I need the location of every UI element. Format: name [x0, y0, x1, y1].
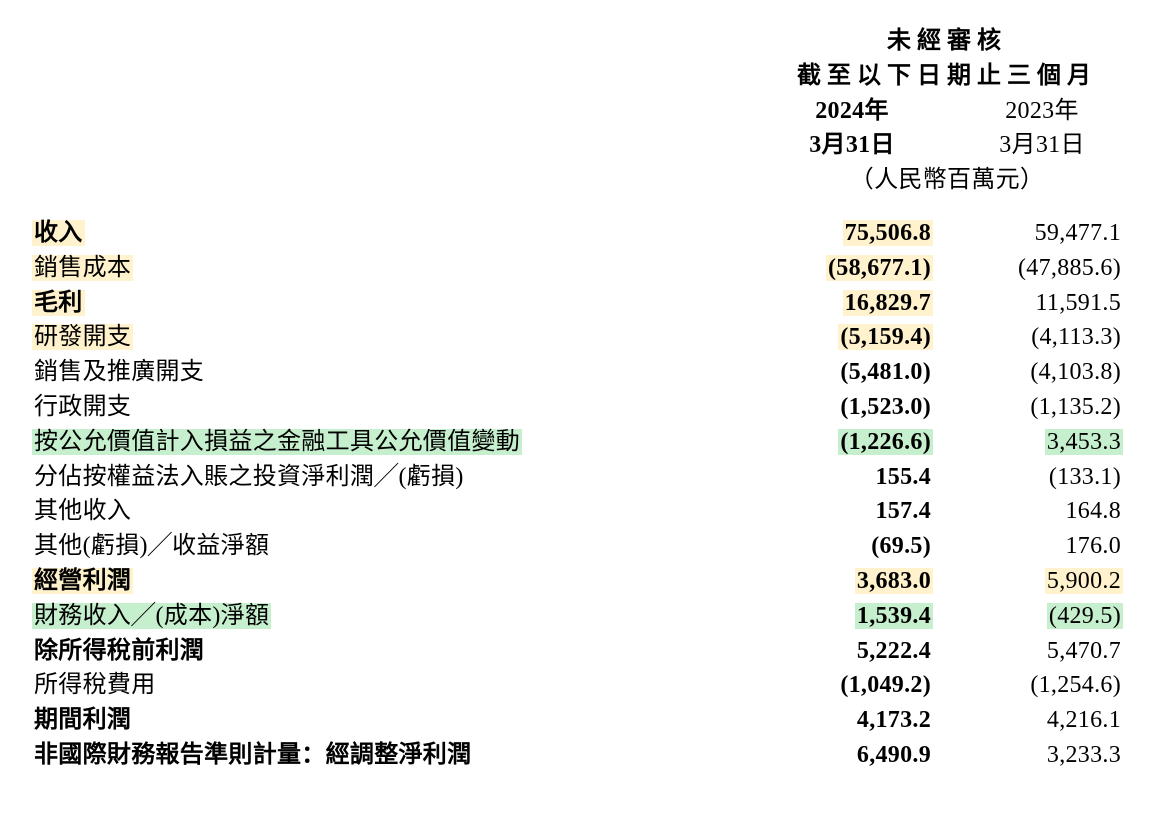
row-label: 期間利潤: [32, 703, 757, 738]
row-value-2024: 5,222.4: [757, 634, 947, 669]
row-value-2024: 16,829.7: [757, 286, 947, 321]
header-date-2024: 3月31日: [757, 128, 947, 163]
row-value-2024: (58,677.1): [757, 251, 947, 286]
header-unaudited: 未經審核: [757, 24, 1137, 59]
table-row: 經營利潤3,683.05,900.2: [32, 564, 1137, 599]
table-row: 銷售及推廣開支(5,481.0)(4,103.8): [32, 355, 1137, 390]
header-unit: （人民幣百萬元）: [757, 163, 1137, 198]
row-value-2024: (5,159.4): [757, 320, 947, 355]
table-row: 收入75,506.859,477.1: [32, 216, 1137, 251]
row-label: 財務收入╱(成本)淨額: [32, 599, 757, 634]
row-label: 非國際財務報告準則計量：經調整淨利潤: [32, 738, 757, 773]
table-row: 財務收入╱(成本)淨額1,539.4(429.5): [32, 599, 1137, 634]
row-value-2024: 75,506.8: [757, 216, 947, 251]
table-row: 研發開支(5,159.4)(4,113.3): [32, 320, 1137, 355]
header-date-2023: 3月31日: [947, 128, 1137, 163]
table-row: 毛利16,829.711,591.5: [32, 286, 1137, 321]
table-row: 非國際財務報告準則計量：經調整淨利潤6,490.93,233.3: [32, 738, 1137, 773]
row-label: 除所得稅前利潤: [32, 634, 757, 669]
row-value-2024: (5,481.0): [757, 355, 947, 390]
row-value-2023: 11,591.5: [947, 286, 1137, 321]
table-row: 按公允價值計入損益之金融工具公允價值變動(1,226.6)3,453.3: [32, 425, 1137, 460]
header-year-2024: 2024年: [757, 94, 947, 129]
row-label: 研發開支: [32, 320, 757, 355]
row-value-2024: (1,049.2): [757, 668, 947, 703]
table-row: 其他(虧損)╱收益淨額(69.5)176.0: [32, 529, 1137, 564]
row-label: 其他收入: [32, 494, 757, 529]
row-value-2023: (4,113.3): [947, 320, 1137, 355]
row-value-2023: (47,885.6): [947, 251, 1137, 286]
row-label: 分佔按權益法入賬之投資淨利潤╱(虧損): [32, 460, 757, 495]
table-row: 行政開支(1,523.0)(1,135.2): [32, 390, 1137, 425]
row-value-2024: (1,523.0): [757, 390, 947, 425]
row-label: 銷售成本: [32, 251, 757, 286]
row-value-2024: 6,490.9: [757, 738, 947, 773]
row-value-2023: (4,103.8): [947, 355, 1137, 390]
row-value-2023: (1,254.6): [947, 668, 1137, 703]
row-value-2024: 155.4: [757, 460, 947, 495]
row-value-2023: 59,477.1: [947, 216, 1137, 251]
row-value-2024: 1,539.4: [757, 599, 947, 634]
row-label: 行政開支: [32, 390, 757, 425]
row-label: 銷售及推廣開支: [32, 355, 757, 390]
row-value-2024: (1,226.6): [757, 425, 947, 460]
row-value-2023: 3,233.3: [947, 738, 1137, 773]
row-value-2024: 4,173.2: [757, 703, 947, 738]
header-year-2023: 2023年: [947, 94, 1137, 129]
table-row: 除所得稅前利潤5,222.45,470.7: [32, 634, 1137, 669]
table-header: 未經審核 截至以下日期止三個月 2024年 2023年 3月31日 3月31日 …: [32, 24, 1137, 198]
row-value-2024: 157.4: [757, 494, 947, 529]
table-row: 其他收入157.4164.8: [32, 494, 1137, 529]
table-row: 期間利潤4,173.24,216.1: [32, 703, 1137, 738]
table-row: 銷售成本(58,677.1)(47,885.6): [32, 251, 1137, 286]
table-row: 分佔按權益法入賬之投資淨利潤╱(虧損)155.4(133.1): [32, 460, 1137, 495]
row-value-2023: (1,135.2): [947, 390, 1137, 425]
row-label: 其他(虧損)╱收益淨額: [32, 529, 757, 564]
row-value-2023: 176.0: [947, 529, 1137, 564]
row-label: 所得稅費用: [32, 668, 757, 703]
row-value-2024: 3,683.0: [757, 564, 947, 599]
row-label: 按公允價值計入損益之金融工具公允價值變動: [32, 425, 757, 460]
row-value-2023: 5,470.7: [947, 634, 1137, 669]
row-label: 經營利潤: [32, 564, 757, 599]
row-value-2023: 164.8: [947, 494, 1137, 529]
table-rows: 收入75,506.859,477.1銷售成本(58,677.1)(47,885.…: [32, 216, 1137, 773]
row-value-2023: 3,453.3: [947, 425, 1137, 460]
row-label: 毛利: [32, 286, 757, 321]
header-period: 截至以下日期止三個月: [757, 59, 1137, 94]
row-label: 收入: [32, 216, 757, 251]
row-value-2023: 4,216.1: [947, 703, 1137, 738]
row-value-2023: (133.1): [947, 460, 1137, 495]
table-row: 所得稅費用(1,049.2)(1,254.6): [32, 668, 1137, 703]
row-value-2024: (69.5): [757, 529, 947, 564]
row-value-2023: 5,900.2: [947, 564, 1137, 599]
row-value-2023: (429.5): [947, 599, 1137, 634]
